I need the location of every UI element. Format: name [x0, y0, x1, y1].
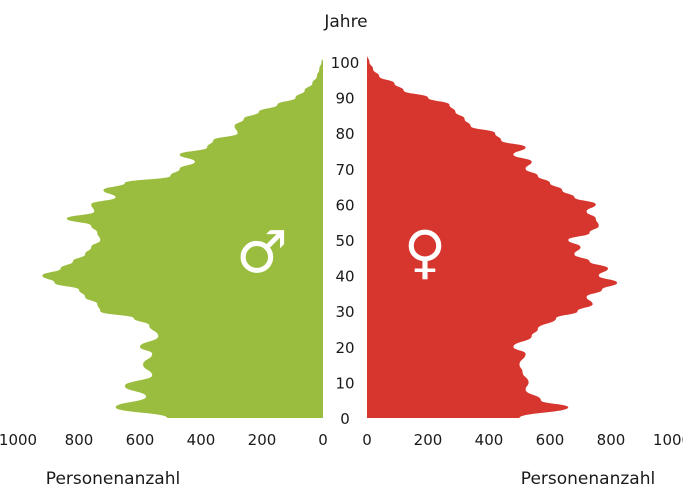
x-axis-ticks: 1000 800 600 400 200 0 0 200 400 600 800 1000 [0, 431, 683, 449]
y-tick-label: 50 [335, 232, 354, 250]
y-tick-label: 20 [335, 339, 354, 357]
x-tick-label-right: 600 [536, 431, 565, 449]
x-tick-label-left: 0 [318, 431, 328, 449]
y-tick-label: 80 [335, 125, 354, 143]
x-tick-label-right: 400 [475, 431, 504, 449]
y-tick-label: 90 [335, 90, 354, 108]
x-tick-label-right: 0 [362, 431, 372, 449]
male-population-area [42, 58, 324, 419]
x-tick-label-right: 200 [414, 431, 443, 449]
x-tick-label-left: 400 [187, 431, 216, 449]
y-tick-label: 0 [340, 410, 350, 428]
y-tick-label: 70 [335, 161, 354, 179]
x-tick-label-right: 800 [597, 431, 626, 449]
x-tick-label-left: 200 [248, 431, 277, 449]
female-side: ♀ [367, 54, 618, 418]
y-tick-label: 40 [335, 268, 354, 286]
chart-title: Jahre [323, 12, 367, 32]
y-tick-label: 10 [335, 374, 354, 392]
x-axis-label-right: Personenanzahl [521, 469, 655, 489]
female-population-area [367, 54, 618, 418]
y-tick-label: 60 [335, 196, 354, 214]
y-tick-label: 100 [331, 54, 360, 72]
male-symbol-icon: ♂ [236, 218, 288, 286]
male-side: ♂ [42, 58, 324, 419]
x-tick-label-right: 1000 [653, 431, 683, 449]
y-axis-ticks: 0 10 20 30 40 50 60 70 80 90 100 [331, 54, 360, 428]
x-tick-label-left: 800 [65, 431, 94, 449]
female-symbol-icon: ♀ [404, 218, 446, 286]
x-tick-label-left: 1000 [0, 431, 37, 449]
x-tick-label-left: 600 [126, 431, 155, 449]
x-axis-label-left: Personenanzahl [46, 469, 180, 489]
y-tick-label: 30 [335, 303, 354, 321]
